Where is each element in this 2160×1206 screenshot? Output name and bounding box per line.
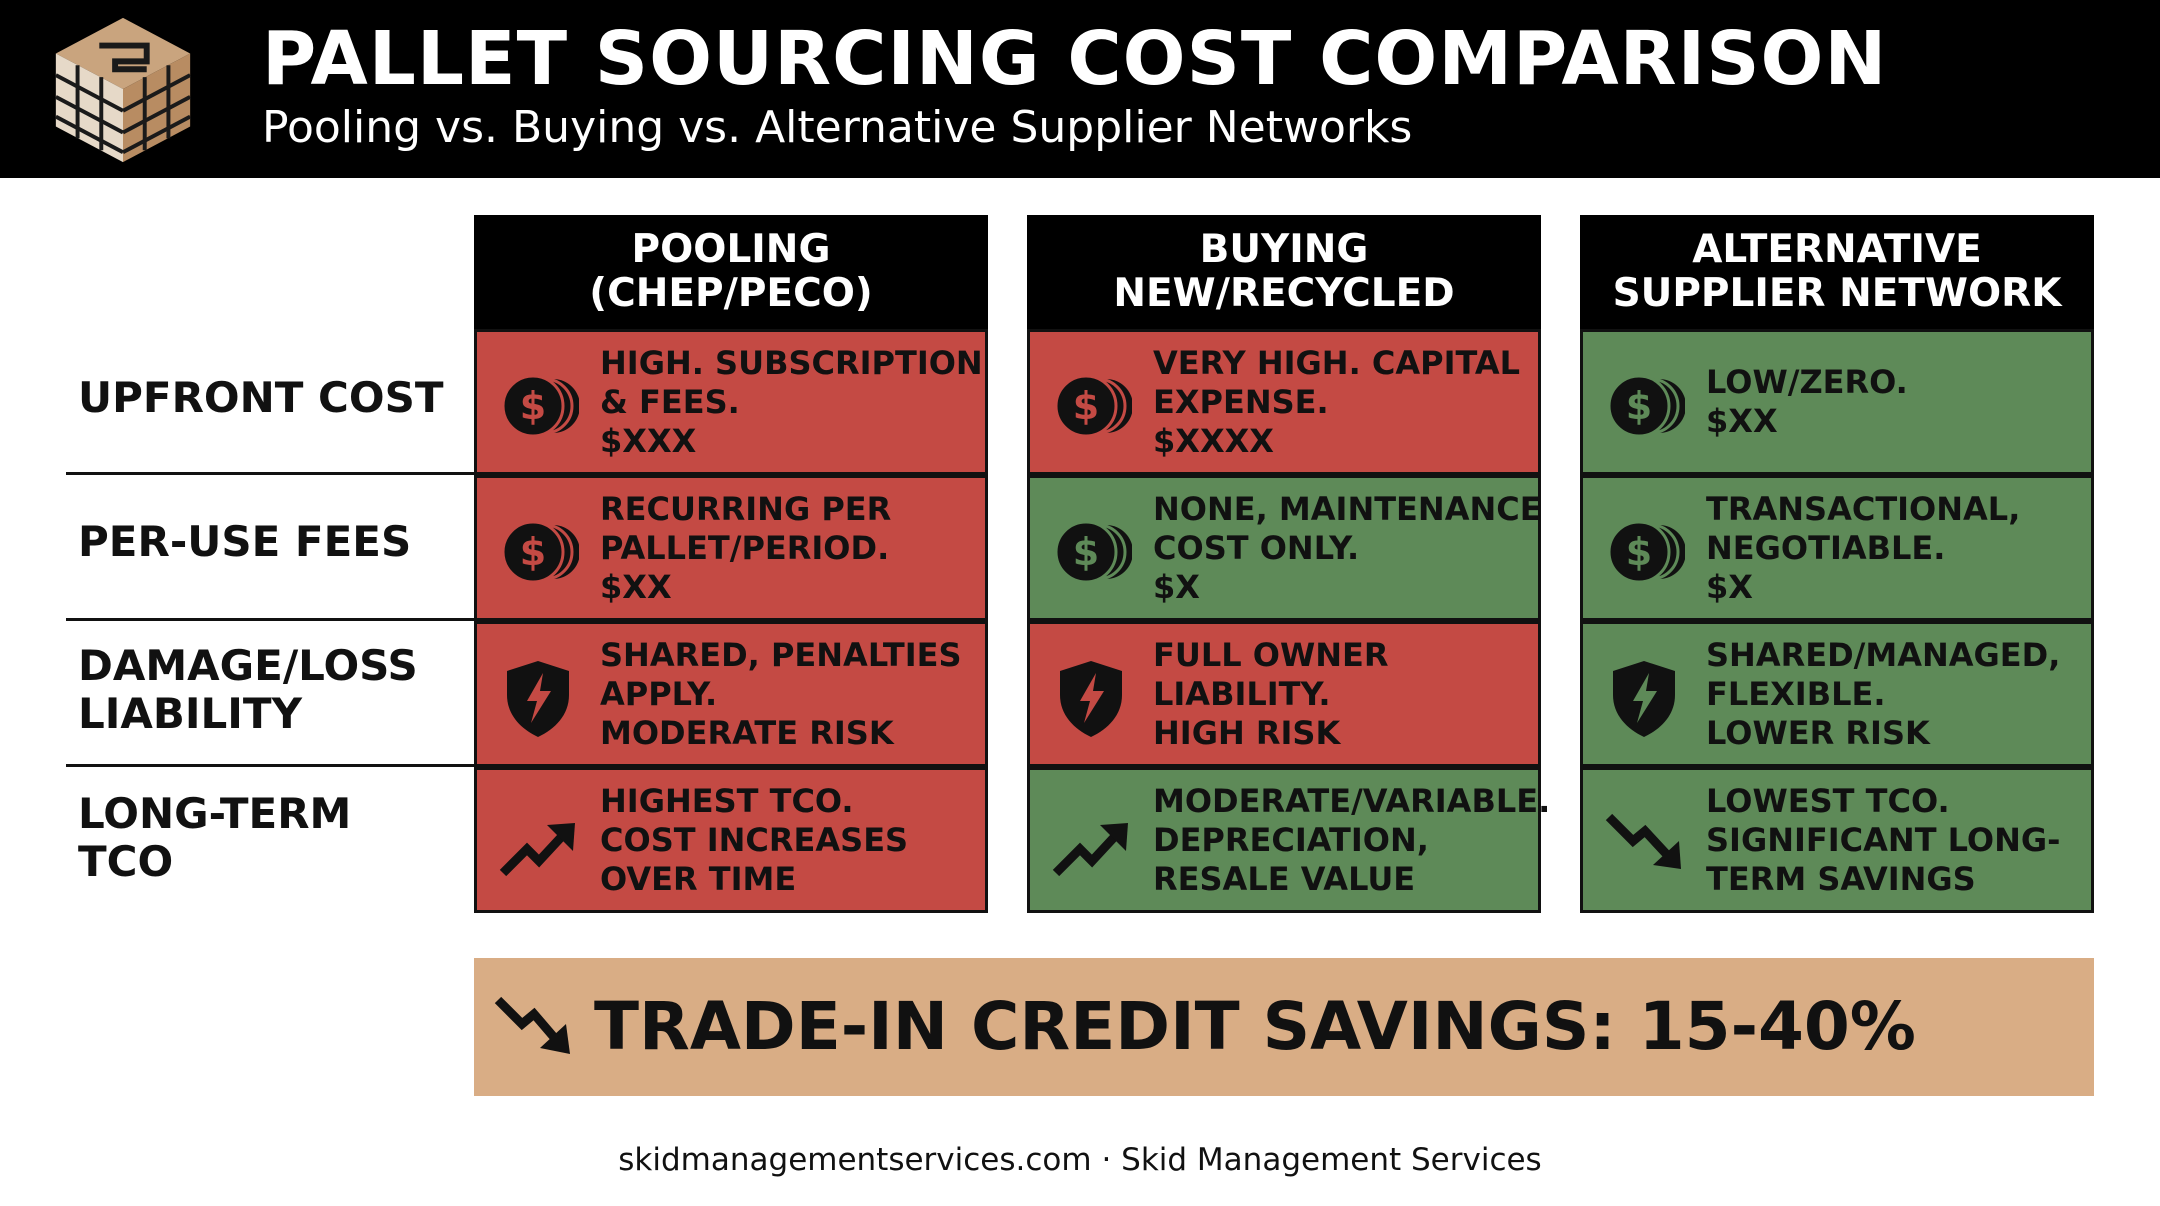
page-title: PALLET SOURCING COST COMPARISON	[262, 16, 1888, 102]
cell-text-line: EXPENSE.	[1153, 382, 1329, 421]
cell-text-line: COST INCREASES	[600, 820, 909, 859]
cell-text-line: FLEXIBLE.	[1706, 674, 1886, 713]
pallet-cube-logo-icon	[54, 17, 192, 163]
cell-text-line: PALLET/PERIOD.	[600, 528, 890, 567]
row-divider	[66, 618, 476, 621]
cell-text-line: $X	[1153, 567, 1200, 606]
cell-text-line: HIGHEST TCO.	[600, 781, 854, 820]
trend-up-arrow-icon	[499, 823, 575, 877]
svg-text:$: $	[520, 530, 546, 574]
dollar-coins-icon: $	[1054, 520, 1132, 584]
column-header-line: POOLING	[631, 227, 831, 272]
page-subtitle: Pooling vs. Buying vs. Alternative Suppl…	[262, 102, 1413, 153]
row-label-damage-loss: DAMAGE/LOSS LIABILITY	[78, 642, 468, 738]
dollar-coins-icon: $	[1607, 520, 1685, 584]
row-label-per-use-fees: PER-USE FEES	[78, 518, 468, 566]
cell-text-line: $X	[1706, 567, 1753, 606]
cell-text-line: SIGNIFICANT LONG-	[1706, 820, 2061, 859]
svg-text:$: $	[1073, 530, 1099, 574]
cell-text-line: MODERATE/VARIABLE.	[1153, 781, 1551, 820]
row-label-line: DAMAGE/LOSS	[78, 641, 418, 690]
column-header-line: (CHEP/PECO)	[589, 271, 873, 316]
cell-text-line: RECURRING PER	[600, 489, 892, 528]
column-header-line: NEW/RECYCLED	[1113, 271, 1455, 316]
cell-text-line: SHARED, PENALTIES	[600, 635, 962, 674]
trend-up-arrow-icon	[1052, 823, 1128, 877]
trade-in-savings-banner: TRADE-IN CREDIT SAVINGS: 15-40%	[474, 958, 2094, 1096]
cell-text-line: $XXXX	[1153, 421, 1274, 460]
column-header-line: ALTERNATIVE	[1692, 227, 1982, 272]
cell-text-line: TERM SAVINGS	[1706, 859, 1976, 898]
svg-text:$: $	[1626, 384, 1652, 428]
cell-per-use-alternative: $ TRANSACTIONAL, NEGOTIABLE. $X	[1580, 475, 2094, 621]
row-label-line: LIABILITY	[78, 689, 302, 738]
dollar-coins-icon: $	[1054, 374, 1132, 438]
svg-text:$: $	[1626, 530, 1652, 574]
cell-text-line: HIGH RISK	[1153, 713, 1341, 752]
cell-liability-alternative: SHARED/MANAGED, FLEXIBLE. LOWER RISK	[1580, 621, 2094, 767]
svg-text:$: $	[520, 384, 546, 428]
dollar-coins-icon: $	[1607, 374, 1685, 438]
column-header-buying: BUYING NEW/RECYCLED	[1027, 215, 1541, 329]
row-divider	[66, 764, 476, 767]
cell-text-line: MODERATE RISK	[600, 713, 894, 752]
row-label-long-term-tco: LONG-TERM TCO	[78, 790, 468, 886]
cell-upfront-pooling: $ HIGH. SUBSCRIPTION & FEES. $XXX	[474, 329, 988, 475]
row-label-line: LONG-TERM	[78, 789, 352, 838]
cell-text-line: NEGOTIABLE.	[1706, 528, 1946, 567]
cell-tco-buying: MODERATE/VARIABLE. DEPRECIATION, RESALE …	[1027, 767, 1551, 913]
cell-text-line: HIGH. SUBSCRIPTION	[600, 343, 983, 382]
cell-tco-pooling: HIGHEST TCO. COST INCREASES OVER TIME	[474, 767, 988, 913]
cell-text-line: LOWER RISK	[1706, 713, 1930, 752]
trend-down-arrow-icon	[1605, 813, 1681, 869]
cell-text-line: DEPRECIATION,	[1153, 820, 1429, 859]
column-header-alternative: ALTERNATIVE SUPPLIER NETWORK	[1580, 215, 2094, 329]
dollar-coins-icon: $	[501, 520, 579, 584]
cell-liability-pooling: SHARED, PENALTIES APPLY. MODERATE RISK	[474, 621, 988, 767]
footer-credit: skidmanagementservices.com · Skid Manage…	[618, 1142, 1542, 1178]
cell-text-line: APPLY.	[600, 674, 718, 713]
banner-text: TRADE-IN CREDIT SAVINGS: 15-40%	[594, 988, 1916, 1065]
shield-lightning-icon	[1613, 661, 1675, 737]
cell-text-line: RESALE VALUE	[1153, 859, 1416, 898]
header-bar: PALLET SOURCING COST COMPARISON Pooling …	[0, 0, 2160, 178]
cell-per-use-pooling: $ RECURRING PER PALLET/PERIOD. $XX	[474, 475, 988, 621]
cell-text-line: OVER TIME	[600, 859, 797, 898]
cell-text-line: & FEES.	[600, 382, 740, 421]
cell-text-line: FULL OWNER	[1153, 635, 1389, 674]
cell-text-line: TRANSACTIONAL,	[1706, 489, 2021, 528]
cell-tco-alternative: LOWEST TCO. SIGNIFICANT LONG- TERM SAVIN…	[1580, 767, 2094, 913]
row-label-line: TCO	[78, 837, 174, 886]
column-header-line: BUYING	[1199, 227, 1369, 272]
cell-text-line: $XX	[600, 567, 672, 606]
cell-liability-buying: FULL OWNER LIABILITY. HIGH RISK	[1027, 621, 1541, 767]
trend-down-arrow-icon	[494, 996, 570, 1054]
dollar-coins-icon: $	[501, 374, 579, 438]
column-header-pooling: POOLING (CHEP/PECO)	[474, 215, 988, 329]
row-label-upfront-cost: UPFRONT COST	[78, 374, 468, 422]
cell-text-line: NONE, MAINTENANCE	[1153, 489, 1542, 528]
shield-lightning-icon	[507, 661, 569, 737]
column-header-line: SUPPLIER NETWORK	[1612, 271, 2062, 316]
cell-text-line: LIABILITY.	[1153, 674, 1331, 713]
cell-text-line: VERY HIGH. CAPITAL	[1153, 343, 1520, 382]
cell-text-line: LOW/ZERO.	[1706, 363, 1908, 401]
cell-text-line: LOWEST TCO.	[1706, 781, 1950, 820]
cell-upfront-buying: $ VERY HIGH. CAPITAL EXPENSE. $XXXX	[1027, 329, 1541, 475]
row-label-line: UPFRONT COST	[78, 373, 444, 422]
shield-lightning-icon	[1060, 661, 1122, 737]
cell-text-line: $XXX	[600, 421, 697, 460]
row-label-line: PER-USE FEES	[78, 517, 412, 566]
cell-per-use-buying: $ NONE, MAINTENANCE COST ONLY. $X	[1027, 475, 1542, 621]
cell-upfront-alternative: $ LOW/ZERO. $XX	[1580, 329, 2094, 475]
cell-text-line: COST ONLY.	[1153, 528, 1360, 567]
cell-text-line: $XX	[1706, 402, 1778, 440]
row-divider	[66, 472, 476, 475]
svg-text:$: $	[1073, 384, 1099, 428]
cell-text-line: SHARED/MANAGED,	[1706, 635, 2061, 674]
